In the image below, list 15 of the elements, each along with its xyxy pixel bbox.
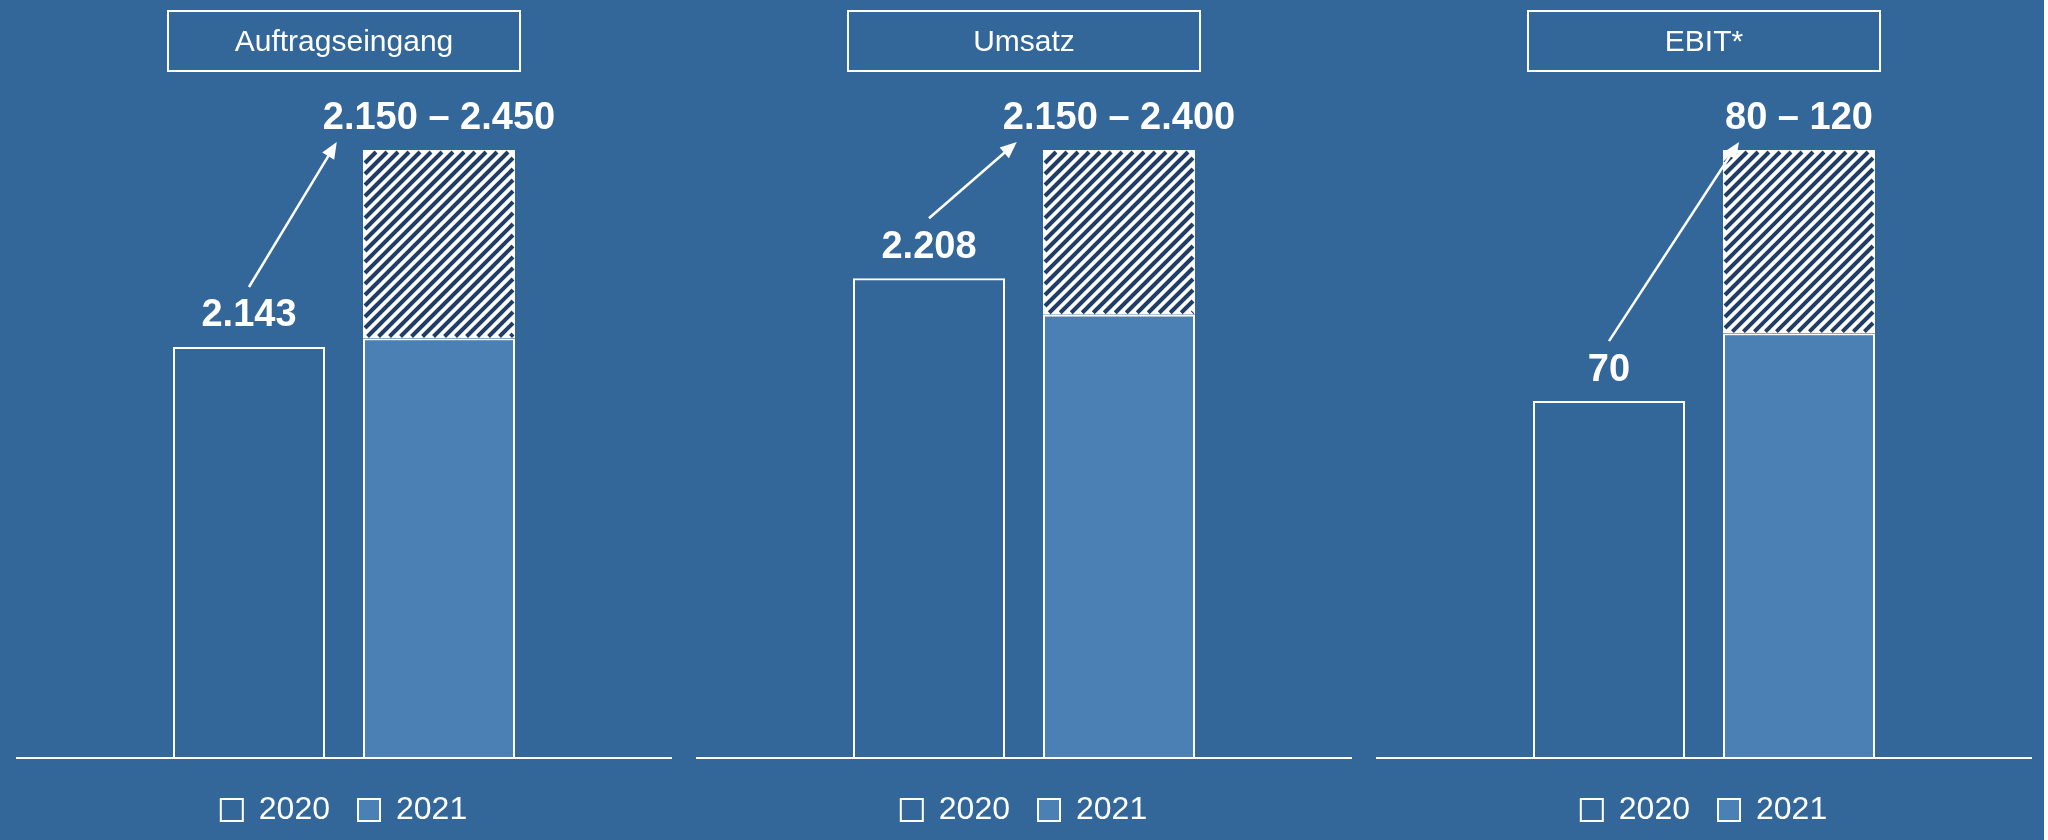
annotation: 2.143 [201, 292, 297, 335]
chart-title: Auftragseingang [167, 10, 521, 72]
legend-label: 2020 [258, 789, 330, 826]
chart-title: EBIT* [1527, 10, 1881, 72]
text: 80 – 120 [1725, 95, 1873, 138]
legend-label: 2020 [1618, 789, 1690, 826]
text: 2.150 – 2.450 [322, 95, 556, 138]
legend-label: 2021 [396, 789, 468, 826]
annotation: 70 [1587, 346, 1631, 389]
annotation: 2.208 [881, 223, 977, 266]
legend-label: 2021 [1076, 789, 1148, 826]
legend-label: 2021 [1756, 789, 1828, 826]
chart-title: Umsatz [847, 10, 1201, 72]
text: 2.150 – 2.400 [1002, 95, 1236, 138]
legend-label: 2020 [938, 789, 1010, 826]
